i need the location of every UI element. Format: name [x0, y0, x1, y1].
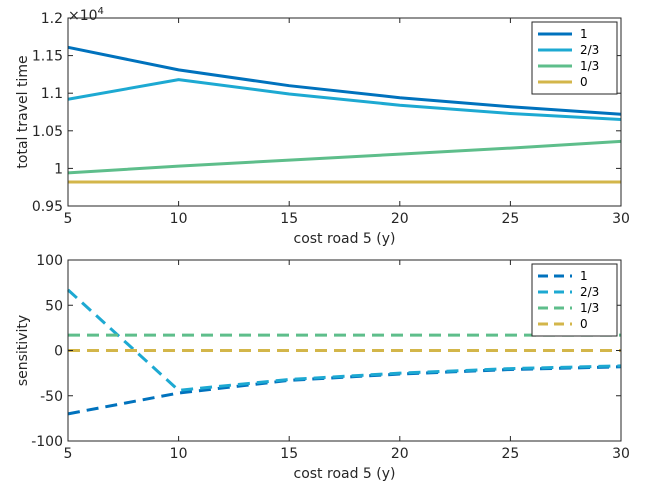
x-axis-label: cost road 5 (y): [294, 466, 396, 482]
x-tick-label: 5: [64, 211, 73, 227]
y-tick-label: 0: [54, 344, 63, 360]
y-tick-label: 100: [36, 253, 63, 269]
legend-label: 0: [580, 75, 588, 89]
y-tick-label: 1.2: [41, 11, 63, 27]
legend-label: 2/3: [580, 43, 599, 57]
legend-label: 1/3: [580, 301, 599, 315]
plot-area-frame: [67, 17, 622, 207]
y-tick-label: -50: [40, 389, 63, 405]
x-tick-label: 10: [170, 211, 188, 227]
x-tick-label: 25: [501, 211, 519, 227]
y-tick-label: 1.15: [32, 49, 63, 65]
series-line-0-0: [67, 45, 622, 116]
x-tick-label: 30: [612, 446, 630, 462]
legend: 1 2/3 1/3 0: [531, 21, 618, 95]
legend-label: 0: [580, 317, 588, 331]
series-line-0-2: [67, 139, 622, 175]
y-tick-label: -100: [31, 434, 63, 450]
x-tick-label: 10: [170, 446, 188, 462]
y-tick-label: 1.1: [41, 86, 63, 102]
legend: 1 2/3 1/3 0: [531, 263, 618, 337]
legend-label: 1: [580, 27, 588, 41]
y-axis-label: total travel time: [15, 55, 31, 168]
x-tick-label: 20: [391, 211, 409, 227]
series-line-1-1: [66, 288, 622, 392]
y-tick-label: 1.05: [32, 124, 63, 140]
x-tick-label: 25: [501, 446, 519, 462]
legend-label: 2/3: [580, 285, 599, 299]
top-axes: ×104 5 10 15 20 25 300.9511.051.11.151.2cost …: [15, 6, 630, 247]
x-tick-label: 15: [280, 446, 298, 462]
x-axis-label: cost road 5 (y): [294, 231, 396, 247]
x-tick-label: 20: [391, 446, 409, 462]
y-tick-label: 1: [54, 161, 63, 177]
y-tick-label: 50: [45, 298, 63, 314]
y-axis-label: sensitivity: [15, 315, 31, 386]
series-line-1-0: [67, 365, 622, 416]
y-exponent-label: ×104: [68, 6, 104, 24]
series-line-0-1: [67, 78, 622, 122]
y-tick-label: 0.95: [32, 199, 63, 215]
x-tick-label: 15: [280, 211, 298, 227]
x-tick-label: 30: [612, 211, 630, 227]
legend-label: 1/3: [580, 59, 599, 73]
x-tick-label: 5: [64, 446, 73, 462]
legend-label: 1: [580, 269, 588, 283]
